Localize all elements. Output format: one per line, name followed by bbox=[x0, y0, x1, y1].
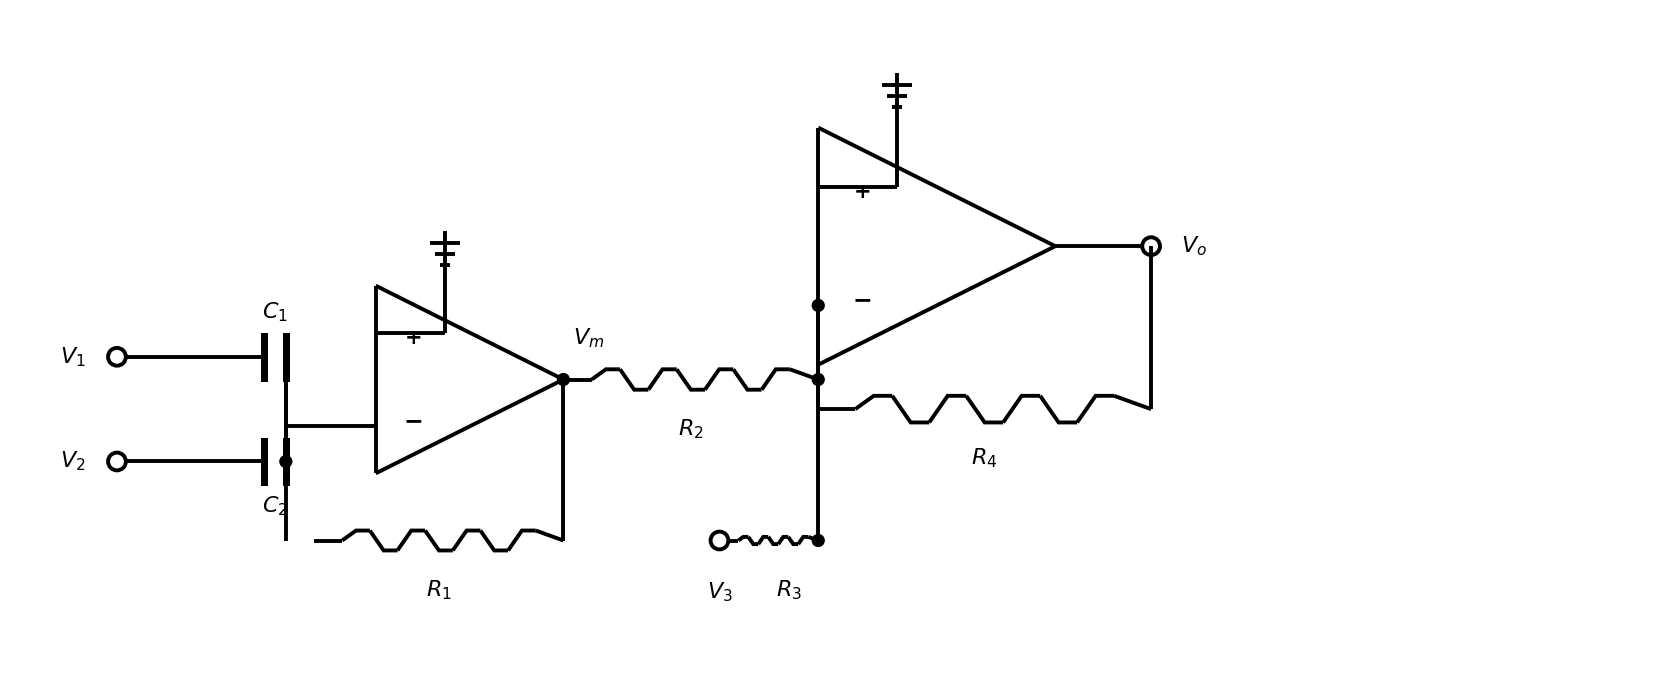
Text: −: − bbox=[404, 409, 424, 433]
Circle shape bbox=[812, 299, 824, 312]
Text: $R_3$: $R_3$ bbox=[776, 578, 802, 602]
Text: $R_1$: $R_1$ bbox=[425, 578, 452, 602]
Text: $V_m$: $V_m$ bbox=[573, 327, 605, 350]
Text: $V_1$: $V_1$ bbox=[60, 345, 85, 369]
Circle shape bbox=[812, 534, 824, 547]
Text: $R_4$: $R_4$ bbox=[971, 447, 998, 471]
Text: $R_2$: $R_2$ bbox=[678, 417, 703, 441]
Text: +: + bbox=[854, 182, 871, 202]
Text: $V_2$: $V_2$ bbox=[60, 449, 85, 473]
Circle shape bbox=[280, 456, 291, 467]
Text: −: − bbox=[853, 289, 873, 312]
Circle shape bbox=[812, 373, 824, 386]
Text: +: + bbox=[404, 327, 422, 348]
Text: $C_2$: $C_2$ bbox=[261, 494, 288, 517]
Text: $V_o$: $V_o$ bbox=[1181, 234, 1206, 258]
Text: $V_3$: $V_3$ bbox=[707, 580, 732, 604]
Text: $C_1$: $C_1$ bbox=[261, 301, 288, 324]
Circle shape bbox=[558, 373, 570, 386]
